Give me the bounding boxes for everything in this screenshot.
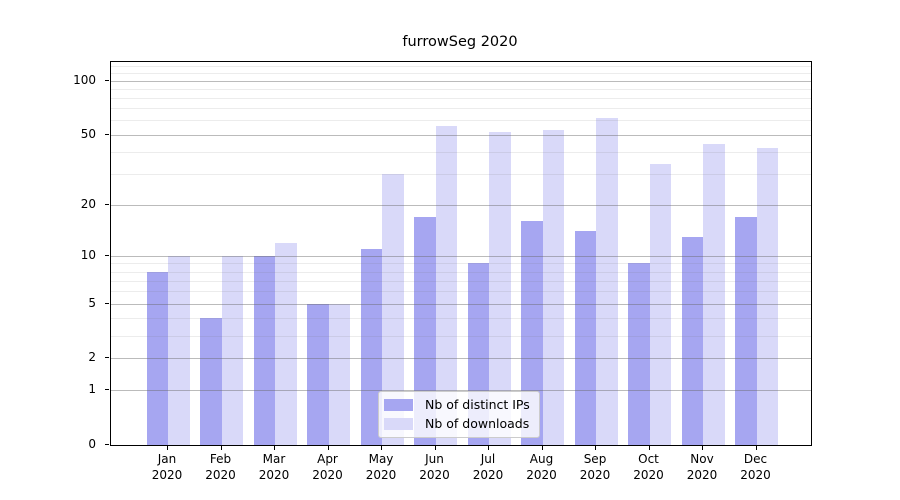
bar-downloads-oct-2020 [649,164,671,445]
bar-downloads-jan-2020 [168,255,190,445]
bar-downloads-dec-2020 [756,148,778,445]
ytick-mark-10 [105,254,109,256]
bar-distinct-ips-nov-2020 [681,236,703,445]
xtick-label-sep-2020: Sep 2020 [579,452,611,482]
minor-gridline-6 [111,291,811,293]
xtick-label-jul-2020: Jul 2020 [472,452,504,482]
xtick-label-jun-2020: Jun 2020 [419,452,450,482]
bar-downloads-aug-2020 [542,130,564,445]
xtick-mark-mar-2020 [274,446,276,450]
minor-gridline-30 [111,173,811,175]
xtick-mark-nov-2020 [702,446,704,450]
xtick-mark-jan-2020 [167,446,169,450]
bar-distinct-ips-apr-2020 [307,303,329,445]
legend-swatch-distinct-ips [384,398,413,411]
ytick-label-50: 50 [80,126,96,141]
legend: Nb of distinct IPs Nb of downloads [378,391,540,438]
xtick-mark-sep-2020 [595,446,597,450]
ytick-label-100: 100 [73,72,96,87]
bar-distinct-ips-mar-2020 [253,255,275,445]
minor-gridline-40 [111,151,811,153]
xtick-label-nov-2020: Nov 2020 [686,452,718,482]
bar-downloads-feb-2020 [221,255,243,445]
ytick-label-0: 0 [88,437,96,451]
major-gridline-5 [111,303,811,305]
xtick-label-may-2020: May 2020 [365,452,397,482]
legend-item-downloads: Nb of downloads [384,416,530,431]
plot-area: Nb of distinct IPs Nb of downloads [110,61,812,446]
xtick-label-aug-2020: Aug 2020 [526,452,557,482]
major-gridline-1 [111,390,811,392]
ytick-label-1: 1 [88,382,96,397]
bar-downloads-jun-2020 [435,125,457,445]
bar-distinct-ips-aug-2020 [521,221,543,445]
bar-downloads-mar-2020 [275,242,297,445]
ytick-label-20: 20 [80,196,96,211]
bar-downloads-may-2020 [382,173,404,445]
minor-gridline-8 [111,271,811,273]
bar-distinct-ips-dec-2020 [735,216,757,445]
minor-gridline-9 [111,263,811,265]
xtick-label-dec-2020: Dec 2020 [740,452,771,482]
legend-item-distinct-ips: Nb of distinct IPs [384,397,530,412]
legend-label-downloads: Nb of downloads [425,416,530,431]
xtick-mark-oct-2020 [648,446,650,450]
minor-gridline-110 [111,73,811,75]
ytick-mark-0 [105,444,109,446]
major-gridline-100 [111,80,811,82]
ytick-label-2: 2 [88,350,96,365]
legend-swatch-downloads [384,417,413,430]
bar-distinct-ips-jun-2020 [414,216,436,445]
ytick-mark-1 [105,389,109,391]
ytick-label-10: 10 [80,247,96,262]
xtick-mark-feb-2020 [220,446,222,450]
xtick-mark-aug-2020 [541,446,543,450]
xtick-mark-may-2020 [381,446,383,450]
xtick-mark-dec-2020 [755,446,757,450]
major-gridline-20 [111,204,811,206]
minor-gridline-70 [111,108,811,110]
bar-downloads-sep-2020 [596,117,618,445]
xtick-label-feb-2020: Feb 2020 [205,452,236,482]
minor-gridline-4 [111,317,811,319]
minor-gridline-3 [111,335,811,337]
bar-downloads-nov-2020 [703,144,725,445]
ytick-label-5: 5 [88,295,96,310]
xtick-label-jan-2020: Jan 2020 [151,452,183,482]
minor-gridline-120 [111,66,811,68]
major-gridline-10 [111,255,811,257]
ytick-mark-2 [105,357,109,359]
legend-label-distinct-ips: Nb of distinct IPs [425,397,530,412]
xtick-mark-jun-2020 [434,446,436,450]
bar-downloads-jul-2020 [489,131,511,445]
bar-distinct-ips-sep-2020 [574,231,596,445]
major-gridline-50 [111,134,811,136]
minor-gridline-60 [111,120,811,122]
ytick-mark-50 [105,133,109,135]
bar-downloads-apr-2020 [328,303,350,445]
minor-gridline-90 [111,88,811,90]
xtick-label-oct-2020: Oct 2020 [633,452,664,482]
xtick-label-mar-2020: Mar 2020 [258,452,290,482]
chart-title: furrowSeg 2020 [402,34,518,50]
bar-distinct-ips-feb-2020 [200,317,222,445]
ytick-mark-100 [105,79,109,81]
xtick-mark-jul-2020 [488,446,490,450]
ytick-mark-20 [105,203,109,205]
xtick-mark-apr-2020 [327,446,329,450]
ytick-mark-5 [105,302,109,304]
minor-gridline-7 [111,280,811,282]
minor-gridline-80 [111,98,811,99]
xtick-label-apr-2020: Apr 2020 [312,452,343,482]
bar-distinct-ips-oct-2020 [628,263,650,445]
bar-distinct-ips-may-2020 [360,248,382,445]
major-gridline-2 [111,358,811,360]
bar-distinct-ips-jan-2020 [146,271,168,445]
